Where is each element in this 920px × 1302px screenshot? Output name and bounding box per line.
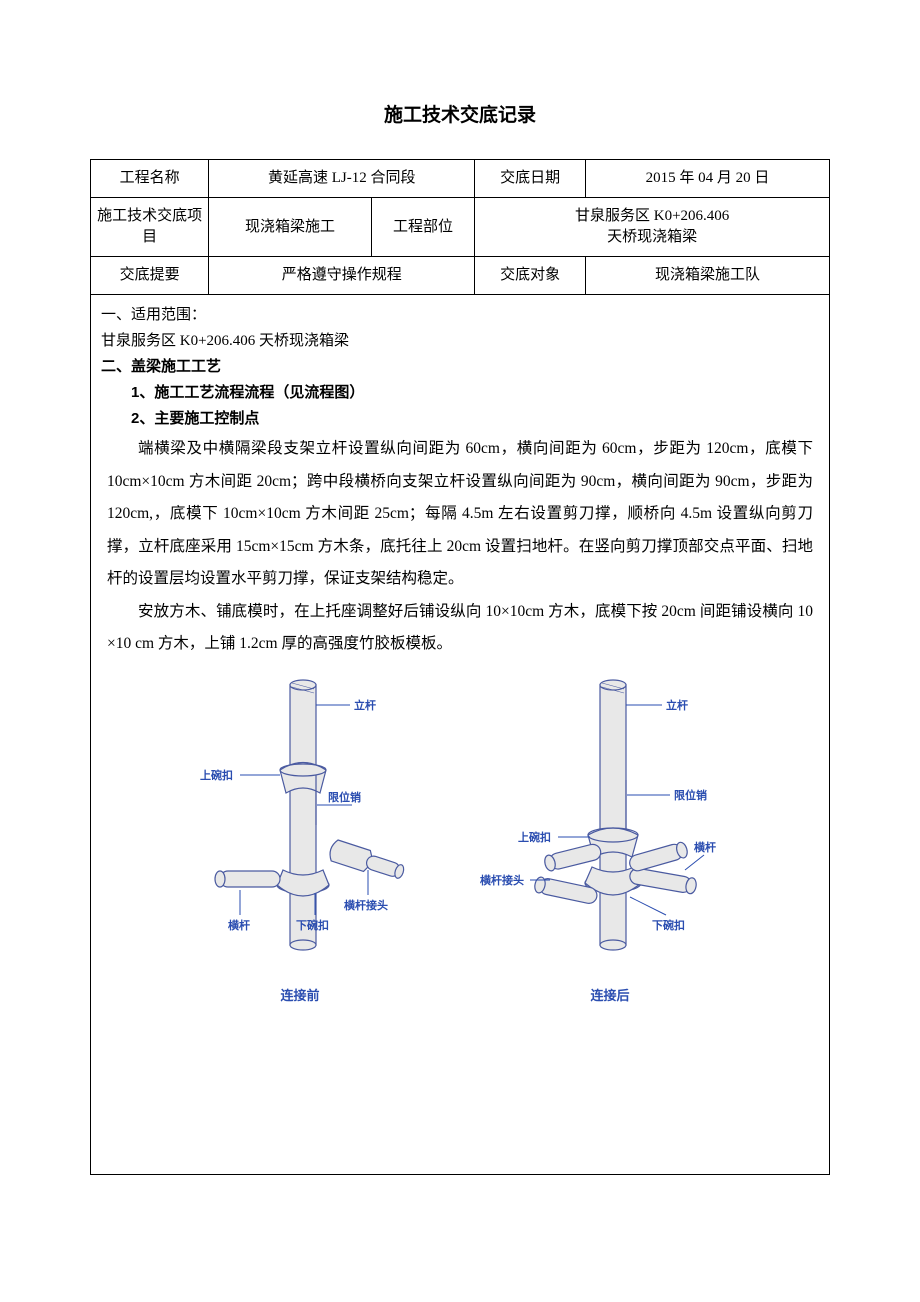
section-2-1: 1、施工工艺流程流程（见流程图） <box>101 381 819 405</box>
label-xiawankou-r: 下碗扣 <box>652 918 685 932</box>
label-henggan-r: 横杆 <box>694 840 716 854</box>
section-2-2: 2、主要施工控制点 <box>101 407 819 431</box>
cell-part-value: 甘泉服务区 K0+206.406 天桥现浇箱梁 <box>475 198 830 257</box>
label-shangwankou-r: 上碗扣 <box>518 830 551 844</box>
paragraph-2: 安放方木、铺底模时，在上托座调整好后铺设纵向 10×10cm 方木，底模下按 2… <box>101 596 819 661</box>
section-1-line: 甘泉服务区 K0+206.406 天桥现浇箱梁 <box>101 329 819 353</box>
meta-table: 工程名称 黄延高速 LJ-12 合同段 交底日期 2015 年 04 月 20 … <box>90 159 830 295</box>
table-row: 施工技术交底项目 现浇箱梁施工 工程部位 甘泉服务区 K0+206.406 天桥… <box>91 198 830 257</box>
label-xiawankou: 下碗扣 <box>296 918 329 932</box>
label-xianweixiao-r: 限位销 <box>674 788 707 802</box>
caption-left: 连接前 <box>280 985 319 1004</box>
diagram-right: 立杆 限位销 上碗扣 横杆 横杆接头 下碗扣 连接后 <box>480 675 740 1004</box>
label-shangwankou: 上碗扣 <box>200 768 233 782</box>
cell-summary-label: 交底提要 <box>91 257 209 295</box>
cell-summary-value: 严格遵守操作规程 <box>209 257 475 295</box>
cell-date-value: 2015 年 04 月 20 日 <box>586 160 830 198</box>
label-henggan: 横杆 <box>228 918 250 932</box>
table-row: 交底提要 严格遵守操作规程 交底对象 现浇箱梁施工队 <box>91 257 830 295</box>
label-xianweixiao: 限位销 <box>328 790 361 804</box>
cell-item-value: 现浇箱梁施工 <box>209 198 372 257</box>
cell-target-label: 交底对象 <box>475 257 586 295</box>
paragraph-1: 端横梁及中横隔梁段支架立杆设置纵向间距为 60cm，横向间距为 60cm，步距为… <box>101 433 819 596</box>
diagram-left: 立杆 上碗扣 限位销 横杆 横杆接头 下碗扣 连接前 <box>180 675 420 1004</box>
label-hengganjietou-r: 横杆接头 <box>480 873 524 887</box>
diagram-left-svg: 立杆 上碗扣 限位销 横杆 横杆接头 下碗扣 <box>180 675 420 965</box>
section-2-heading: 二、盖梁施工工艺 <box>101 355 819 379</box>
cell-part-label: 工程部位 <box>371 198 474 257</box>
document-page: 施工技术交底记录 工程名称 黄延高速 LJ-12 合同段 交底日期 2015 年… <box>0 0 920 1215</box>
label-hengganjietou: 横杆接头 <box>344 898 388 912</box>
diagram-right-svg: 立杆 限位销 上碗扣 横杆 横杆接头 下碗扣 <box>480 675 740 965</box>
section-1-heading: 一、适用范围： <box>101 303 819 327</box>
content-frame: 一、适用范围： 甘泉服务区 K0+206.406 天桥现浇箱梁 二、盖梁施工工艺… <box>90 295 830 1175</box>
caption-right: 连接后 <box>590 985 629 1004</box>
cell-item-label: 施工技术交底项目 <box>91 198 209 257</box>
cell-project-name-value: 黄延高速 LJ-12 合同段 <box>209 160 475 198</box>
label-ligang-r: 立杆 <box>666 698 688 712</box>
cell-date-label: 交底日期 <box>475 160 586 198</box>
cell-target-value: 现浇箱梁施工队 <box>586 257 830 295</box>
table-row: 工程名称 黄延高速 LJ-12 合同段 交底日期 2015 年 04 月 20 … <box>91 160 830 198</box>
cell-project-name-label: 工程名称 <box>91 160 209 198</box>
label-ligang: 立杆 <box>354 698 376 712</box>
document-title: 施工技术交底记录 <box>90 100 830 127</box>
diagram-row: 立杆 上碗扣 限位销 横杆 横杆接头 下碗扣 连接前 <box>101 675 819 1004</box>
